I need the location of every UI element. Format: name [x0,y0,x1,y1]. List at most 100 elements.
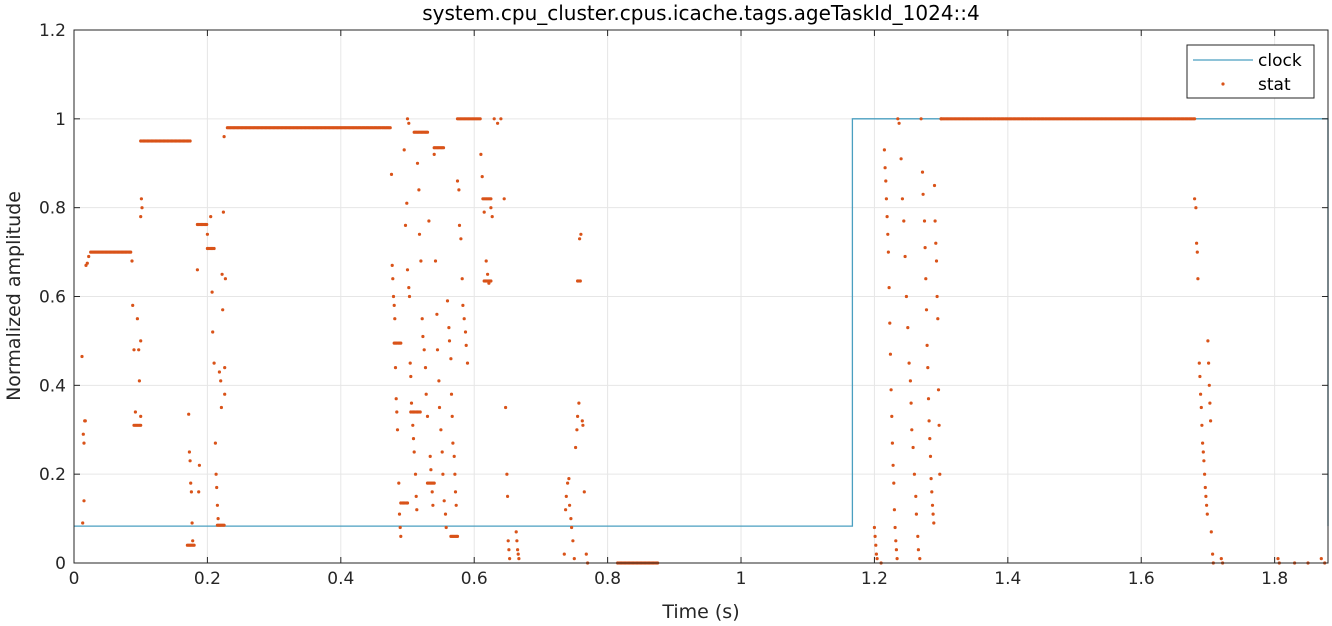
y-tick-label: 1.2 [39,21,66,41]
stat-point [934,241,938,245]
stat-point [437,379,441,383]
stat-point [137,379,141,383]
stat-point [205,232,209,236]
stat-point [516,548,520,552]
stat-point [885,215,889,219]
y-tick-label: 0.6 [39,288,66,308]
stat-point [212,246,216,251]
stat-point [221,210,225,214]
stat-point [481,197,485,201]
stat-point [189,490,193,494]
stat-point [906,326,910,330]
stat-point [135,317,139,321]
stat-point [911,445,915,450]
stat-point [1204,494,1208,498]
stat-point [931,512,935,516]
stat-point [1203,485,1207,490]
legend-clock-label: clock [1258,51,1302,71]
stat-point [453,490,458,494]
stat-point [907,361,911,365]
stat-point [924,277,928,281]
stat-point [210,290,214,294]
stat-point [464,343,468,347]
stat-point [451,441,455,445]
x-tick-label: 1 [736,569,747,589]
stat-point [921,192,925,196]
stat-point [930,503,935,507]
stat-point [139,423,143,427]
stat-point [874,543,878,547]
stat-point [894,548,899,552]
stat-point [411,437,416,441]
stat-point [405,201,409,205]
stat-point [916,548,921,552]
stat-point [217,370,221,374]
stat-point [1195,250,1199,254]
stat-point [411,423,415,427]
legend[interactable]: clock stat [1186,44,1315,99]
stat-point [415,161,420,165]
stat-point [80,354,84,359]
stat-point [393,366,398,370]
stat-point [1209,530,1213,534]
stat-point [1205,503,1209,507]
y-tick-label: 0.2 [39,465,66,485]
stat-point [457,223,462,227]
stat-point [570,525,574,530]
stat-point [212,361,216,365]
stat-point [408,361,412,365]
stat-point [394,397,398,401]
stat-point [455,179,460,183]
stat-point [889,388,893,392]
stat-point [391,294,396,299]
stat-point [888,352,893,356]
stat-point [402,148,406,152]
stat-point [463,330,468,334]
stat-point [499,117,503,121]
stat-point [489,197,493,201]
stat-point [578,279,582,283]
stat-point [419,259,423,263]
stat-point [420,317,424,321]
stat-point [441,472,445,476]
stat-point [137,348,141,352]
stat-point [580,419,584,423]
stat-point [928,437,932,441]
stat-point [890,441,895,445]
stat-point [209,215,213,219]
stat-point [939,117,943,121]
stat-point [427,219,431,223]
stat-point [449,392,454,396]
stat-point [430,490,434,494]
axis-ticks: 0 0.2 0.4 0.6 0.8 1 1.2 1.4 1.6 1.8 0 0.2 0.4 0.6 0.8 1… [39,21,1328,589]
stat-point [222,523,226,527]
stat-point [567,477,571,481]
stat-point [895,557,899,561]
stat-point [461,303,465,307]
stat-point [133,410,137,414]
stat-point [933,219,937,223]
stat-point [191,539,195,543]
stat-point [390,263,394,267]
stat-point [223,277,227,281]
stat-point [581,423,585,427]
stat-point [403,223,408,227]
stat-point [899,157,903,161]
stat-point [187,412,191,416]
stat-point [1319,557,1323,561]
stat-point [435,312,439,316]
stat-point [223,366,227,370]
stat-point [569,517,573,521]
stat-point [479,152,483,156]
stat-point [139,197,143,201]
stat-point [928,454,933,458]
stat-point [417,188,421,192]
stat-point [447,339,452,343]
stat-point [214,472,218,476]
stat-point [452,454,456,458]
stat-point [896,117,900,121]
stat-point [1211,552,1215,556]
stat-point [914,512,919,516]
stat-point [457,188,461,192]
stat-point [462,317,466,321]
